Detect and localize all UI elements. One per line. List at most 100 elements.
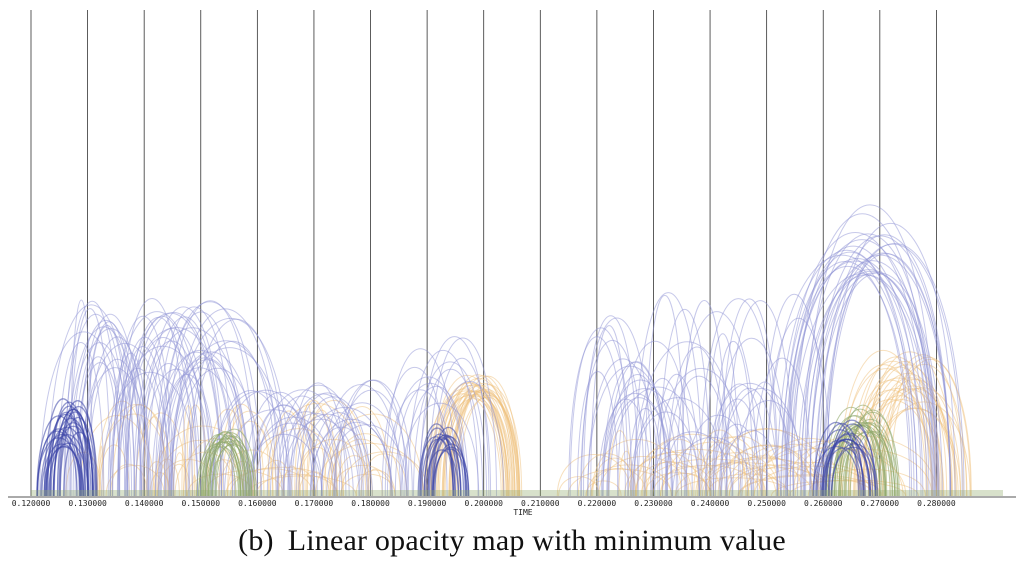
arc-blue: [290, 382, 347, 497]
tick-label: 0.160000: [238, 499, 277, 508]
tick-label: 0.280000: [917, 499, 956, 508]
arc-dark_blue: [831, 443, 879, 497]
arc-orange: [877, 401, 971, 497]
arc-orange: [355, 469, 396, 497]
arc-blue: [394, 382, 466, 497]
arc-blue: [428, 337, 497, 497]
arc-blue: [607, 361, 667, 497]
tick-label: 0.210000: [521, 499, 560, 508]
arc-blue: [107, 311, 207, 497]
arc-green: [204, 431, 245, 497]
tick-label: 0.200000: [464, 499, 503, 508]
tick-label: 0.180000: [351, 499, 390, 508]
arc-blue: [291, 392, 364, 497]
arc-blue: [404, 386, 469, 497]
arc-green: [839, 432, 896, 497]
arc-blue: [720, 388, 779, 497]
arc-blue: [126, 315, 199, 497]
arc-dark_blue: [433, 443, 470, 497]
tick-label: 0.240000: [691, 499, 730, 508]
arc-blue: [413, 361, 488, 497]
arc-blue: [338, 379, 407, 497]
arc-blue: [805, 260, 940, 497]
arc-orange: [98, 444, 130, 497]
arc-dark_blue: [56, 411, 94, 497]
arc-blue: [320, 402, 404, 497]
arc-blue: [681, 299, 728, 497]
tick-label: 0.220000: [578, 499, 617, 508]
arc-blue: [569, 327, 633, 497]
arc-blue: [170, 347, 289, 497]
arc-blue: [633, 341, 742, 497]
tick-label: 0.120000: [12, 499, 51, 508]
arc-orange: [753, 465, 873, 497]
arc-orange: [322, 413, 424, 497]
figure-caption: (b) Linear opacity map with minimum value: [0, 524, 1024, 558]
x-axis-title: TIME: [513, 508, 532, 517]
arc-blue: [792, 213, 932, 497]
arc-blue: [590, 325, 629, 497]
arc-blue: [389, 376, 467, 497]
arc-green: [847, 409, 899, 497]
arc-blue: [818, 234, 951, 497]
arc-dark_blue: [59, 416, 97, 497]
tick-labels: 0.120000 0.130000 0.140000 0.150000 0.160000…: [12, 499, 956, 508]
arc-blue: [654, 373, 700, 497]
arc-blue: [135, 340, 208, 497]
arc-dark_blue: [816, 439, 863, 497]
arc-blue: [752, 357, 812, 497]
arc-blue: [659, 308, 711, 497]
arc-blue: [282, 393, 363, 497]
arc-blue: [140, 368, 213, 497]
arc-blue: [266, 395, 338, 497]
arc-blue: [248, 422, 335, 497]
arc-orange: [838, 349, 929, 497]
arc-blue: [823, 243, 963, 497]
arc-green: [214, 435, 253, 497]
arc-green: [215, 440, 255, 497]
arc-orange: [783, 435, 938, 497]
arc-green: [844, 418, 897, 497]
arc-blue: [407, 349, 479, 497]
arc-blue: [434, 380, 505, 497]
tick-label: 0.130000: [68, 499, 107, 508]
caption-text: Linear opacity map with minimum value: [287, 524, 786, 557]
tick-label: 0.250000: [747, 499, 786, 508]
arc-blue: [784, 245, 922, 497]
time-axis: 0.120000 0.130000 0.140000 0.150000 0.160000…: [8, 496, 1016, 517]
arc-dark_blue: [58, 400, 97, 497]
arc-green: [201, 433, 242, 497]
arc-blue: [713, 340, 754, 497]
tick-label: 0.170000: [295, 499, 334, 508]
arc-orange: [738, 475, 875, 497]
tick-label: 0.190000: [408, 499, 447, 508]
arc-dark_blue: [63, 431, 96, 497]
arc-green: [202, 441, 244, 497]
arc-blue: [706, 333, 740, 497]
arc-green: [838, 421, 893, 497]
arc-blue: [142, 306, 225, 497]
arc-blue: [732, 400, 805, 497]
arc-dark_blue: [59, 406, 98, 497]
arc-blue: [101, 372, 199, 497]
arc-green: [212, 444, 251, 497]
arc-green: [834, 408, 887, 497]
tick-label: 0.140000: [125, 499, 164, 508]
arc-blue: [587, 358, 659, 497]
arc-blue: [276, 412, 354, 497]
arc-blue: [766, 254, 918, 497]
baseline-density-band: [31, 490, 1003, 496]
arc-blue: [712, 423, 762, 497]
arc-blue: [147, 316, 222, 497]
arc-blue: [276, 384, 361, 497]
arc-green: [843, 422, 896, 497]
arc-green: [845, 412, 900, 497]
arc-blue: [568, 336, 626, 497]
arc-dark_blue: [812, 421, 860, 497]
arc-blue: [825, 243, 965, 497]
arc-blue: [721, 429, 781, 497]
arc-blue: [139, 363, 199, 497]
arc-dark_blue: [49, 405, 90, 497]
arc-blue: [797, 274, 936, 497]
arc-dark_blue: [427, 434, 462, 497]
